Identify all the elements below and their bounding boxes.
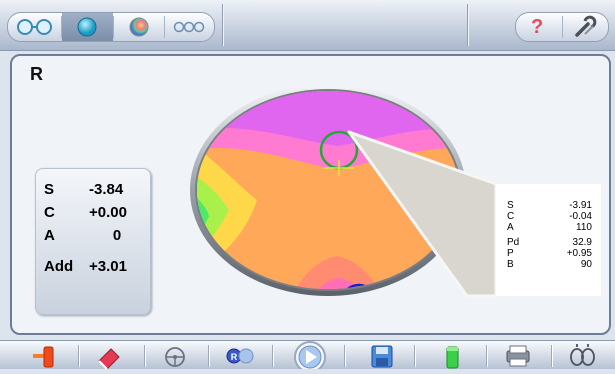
callout-value: 90 (580, 259, 592, 270)
summary-value: 0 (112, 227, 122, 244)
segment-divider (113, 16, 114, 38)
svg-text:R: R (231, 352, 238, 362)
binocular-view-icon (17, 19, 52, 35)
callout-value: -0.04 (569, 211, 592, 222)
help-button[interactable]: ? (516, 13, 562, 41)
print-button[interactable] (493, 341, 543, 369)
callout-row: C -0.04 (507, 211, 592, 222)
callout-key: S (507, 200, 514, 211)
lens-side-label: R (30, 64, 43, 84)
summary-value: +3.01 (89, 258, 127, 275)
callout-key: A (507, 222, 514, 233)
frame-button[interactable] (557, 341, 607, 369)
segment-divider (61, 16, 62, 38)
save-button[interactable] (357, 341, 407, 369)
color-map-view-button[interactable] (114, 13, 164, 41)
callout-key: P (507, 248, 514, 259)
clear-button[interactable] (85, 341, 135, 370)
callout-row: P +0.95 (507, 248, 592, 259)
three-lens-view-icon (173, 21, 205, 33)
toolbar-separator (144, 345, 145, 367)
segment-divider (164, 16, 165, 38)
measurement-callout-pointer (347, 130, 498, 298)
toolbar-separator (208, 345, 209, 367)
three-lens-view-button[interactable] (165, 13, 214, 41)
toolbar-separator (344, 345, 345, 367)
segment-divider (562, 16, 563, 38)
callout-value: 32.9 (572, 237, 592, 248)
eraser-icon (98, 348, 120, 370)
callout-row: Pd 32.9 (507, 237, 592, 248)
power-map[interactable] (187, 80, 487, 303)
toolbar-separator (467, 4, 468, 46)
binocular-view-button[interactable] (8, 13, 61, 41)
tools-pill: ? (515, 12, 609, 42)
summary-key: Add (44, 258, 74, 275)
toolbar-separator (78, 345, 79, 367)
start-measure-button[interactable] (285, 341, 335, 373)
measurement-callout-box (496, 184, 601, 296)
callout-value: +0.95 (566, 248, 592, 259)
wrench-icon (575, 15, 597, 37)
right-left-lens-icon: R (226, 348, 254, 364)
summary-key: A (44, 227, 55, 244)
summary-key: C (44, 204, 55, 221)
play-icon (294, 341, 326, 373)
lens-summary-box: S -3.84 C +0.00 A 0 Add +3.01 (35, 168, 151, 315)
toolbar-separator (551, 345, 552, 367)
help-icon: ? (531, 16, 544, 38)
callout-key: Pd (507, 237, 520, 248)
green-cylinder-icon (446, 346, 459, 369)
right-left-toggle-button[interactable]: R (214, 341, 264, 369)
callout-value: -3.91 (569, 200, 592, 211)
callout-key: B (507, 259, 514, 270)
exit-button[interactable] (20, 341, 70, 369)
color-map-view-icon (129, 17, 149, 37)
view-mode-selector (7, 12, 215, 42)
toolbar-separator (222, 4, 223, 46)
near-reference-circle (339, 283, 379, 289)
single-lens-view-button[interactable] (62, 13, 113, 41)
callout-row: S -3.91 (507, 200, 592, 211)
callout-row: B 90 (507, 259, 592, 270)
toolbar-separator (486, 345, 487, 367)
toolbar-separator (272, 345, 273, 367)
toolbar-separator (414, 345, 415, 367)
callout-value: 110 (576, 222, 592, 233)
steering-wheel-icon (165, 347, 185, 367)
save-icon (371, 345, 393, 368)
print-icon (506, 345, 530, 367)
callout-row: A 110 (507, 222, 592, 233)
summary-value: -3.84 (89, 181, 124, 198)
lens-marker-button[interactable] (428, 341, 478, 369)
summary-value: +0.00 (89, 204, 127, 221)
callout-key: C (507, 211, 515, 222)
settings-button[interactable] (563, 13, 608, 41)
exit-icon (33, 346, 54, 368)
single-lens-view-icon (77, 17, 97, 37)
top-toolbar: ? (0, 0, 615, 51)
lens-frame-icon (570, 344, 595, 366)
summary-key: S (44, 181, 55, 198)
bottom-toolbar: R (0, 340, 615, 373)
steering-button[interactable] (150, 341, 200, 369)
lens-map-panel: R S -3.84 (10, 54, 611, 335)
callout-overlay (347, 130, 601, 298)
